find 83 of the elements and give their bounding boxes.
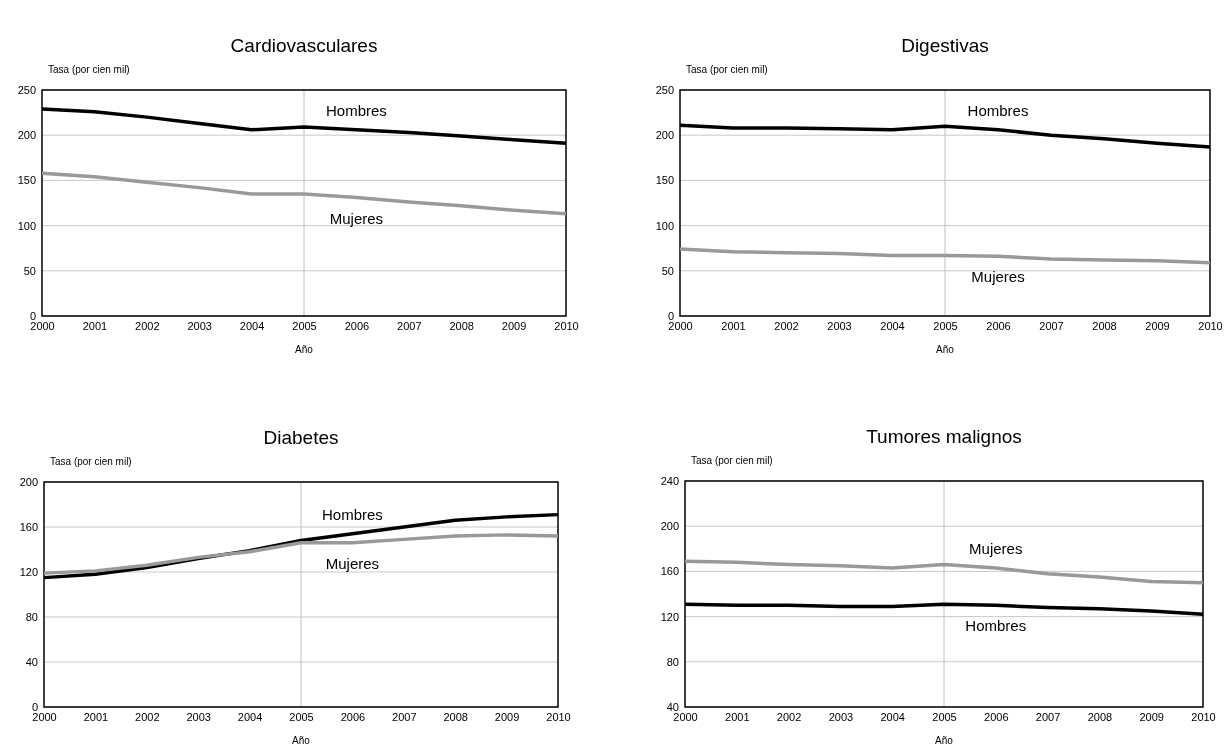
x-tick-label: 2001 bbox=[82, 319, 108, 332]
x-tick-label: 2003 bbox=[186, 710, 211, 723]
x-tick-label: 2010 bbox=[1191, 710, 1216, 723]
series-label: Hombres bbox=[321, 505, 383, 523]
series-label: Hombres bbox=[325, 101, 387, 119]
series-label: Mujeres bbox=[329, 209, 384, 227]
x-tick-label: 2004 bbox=[239, 319, 265, 332]
x-tick-label: 2002 bbox=[135, 319, 160, 332]
x-tick-label: 2009 bbox=[1145, 319, 1170, 332]
x-tick-label: 2005 bbox=[932, 710, 957, 723]
series-label: Hombres bbox=[965, 617, 1027, 635]
y-tick-label: 200 bbox=[19, 476, 38, 489]
x-tick-label: 2010 bbox=[546, 710, 571, 723]
line-series bbox=[683, 559, 1205, 585]
y-tick-label: 200 bbox=[655, 129, 674, 142]
y-tick-label: 160 bbox=[660, 565, 679, 578]
x-tick-label: 2009 bbox=[494, 710, 520, 723]
series-label: Hombres bbox=[967, 101, 1029, 119]
x-tick-label: 2002 bbox=[774, 319, 799, 332]
x-axis-title: Año bbox=[936, 344, 955, 355]
x-tick-label: 2007 bbox=[1035, 710, 1061, 723]
x-tick-label: 2004 bbox=[237, 710, 263, 723]
x-tick-label: 2009 bbox=[1139, 710, 1164, 723]
chart-title: Diabetes bbox=[263, 427, 339, 448]
x-tick-label: 2007 bbox=[1039, 319, 1064, 332]
x-tick-label: 2010 bbox=[554, 319, 579, 332]
y-tick-label: 250 bbox=[655, 84, 674, 97]
x-tick-label: 2007 bbox=[392, 710, 417, 723]
x-axis-title: Año bbox=[935, 735, 954, 746]
y-tick-label: 250 bbox=[17, 84, 36, 97]
x-tick-label: 2006 bbox=[340, 710, 366, 723]
x-tick-label: 2005 bbox=[933, 319, 958, 332]
y-tick-label: 150 bbox=[655, 174, 674, 187]
y-tick-label: 120 bbox=[660, 610, 679, 623]
y-tick-label: 150 bbox=[17, 174, 36, 187]
x-tick-label: 2006 bbox=[984, 710, 1009, 723]
chart-title: Digestivas bbox=[901, 35, 989, 56]
x-tick-label: 2008 bbox=[443, 710, 468, 723]
x-tick-label: 2004 bbox=[880, 319, 905, 332]
x-axis-title: Año bbox=[292, 735, 311, 746]
chart-title: Tumores malignos bbox=[866, 426, 1022, 447]
line-series bbox=[678, 247, 1212, 265]
x-axis-title: Año bbox=[295, 344, 314, 355]
y-tick-label: 50 bbox=[23, 264, 36, 277]
x-tick-label: 2008 bbox=[1092, 319, 1117, 332]
chart-title: Cardiovasculares bbox=[230, 35, 378, 56]
y-axis-title: Tasa (por cien mil) bbox=[686, 64, 768, 75]
y-tick-label: 160 bbox=[19, 521, 38, 534]
y-tick-label: 80 bbox=[666, 655, 679, 668]
x-tick-label: 2008 bbox=[449, 319, 474, 332]
x-tick-label: 2008 bbox=[1087, 710, 1113, 723]
x-tick-label: 2002 bbox=[776, 710, 802, 723]
y-tick-label: 100 bbox=[655, 219, 674, 232]
y-axis-title: Tasa (por cien mil) bbox=[48, 64, 130, 75]
x-tick-label: 2003 bbox=[187, 319, 212, 332]
y-axis-title: Tasa (por cien mil) bbox=[50, 456, 132, 467]
y-tick-label: 200 bbox=[17, 129, 36, 142]
x-tick-label: 2001 bbox=[721, 319, 746, 332]
x-tick-label: 2003 bbox=[828, 710, 854, 723]
series-label: Mujeres bbox=[325, 554, 380, 572]
y-tick-label: 40 bbox=[25, 656, 38, 669]
y-tick-label: 120 bbox=[19, 566, 38, 579]
x-tick-label: 2006 bbox=[344, 319, 370, 332]
x-tick-label: 2001 bbox=[725, 710, 750, 723]
series-label: Mujeres bbox=[969, 540, 1023, 558]
x-tick-label: 2006 bbox=[986, 319, 1011, 332]
y-tick-label: 200 bbox=[660, 520, 679, 533]
series-label: Mujeres bbox=[971, 268, 1025, 286]
x-tick-label: 2005 bbox=[289, 710, 314, 723]
y-tick-label: 80 bbox=[25, 611, 38, 624]
x-tick-label: 2004 bbox=[880, 710, 905, 723]
line-series bbox=[42, 533, 560, 575]
x-tick-label: 2009 bbox=[501, 319, 527, 332]
y-axis-title: Tasa (por cien mil) bbox=[691, 455, 773, 466]
y-tick-label: 240 bbox=[660, 475, 679, 488]
x-tick-label: 2001 bbox=[83, 710, 109, 723]
x-tick-label: 2010 bbox=[1198, 319, 1223, 332]
x-tick-label: 2005 bbox=[292, 319, 317, 332]
y-tick-label: 100 bbox=[17, 219, 36, 232]
y-tick-label: 50 bbox=[661, 264, 674, 277]
x-tick-label: 2007 bbox=[397, 319, 422, 332]
x-tick-label: 2002 bbox=[135, 710, 160, 723]
x-tick-label: 2003 bbox=[827, 319, 852, 332]
